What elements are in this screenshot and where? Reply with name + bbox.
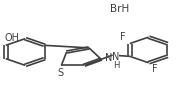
Text: S: S	[58, 68, 64, 78]
Text: F: F	[152, 64, 158, 74]
Text: N: N	[112, 52, 120, 62]
Text: H: H	[113, 61, 119, 70]
Text: BrH: BrH	[111, 4, 130, 14]
Text: F: F	[120, 32, 126, 42]
Text: N: N	[105, 53, 112, 63]
Text: OH: OH	[4, 33, 19, 43]
